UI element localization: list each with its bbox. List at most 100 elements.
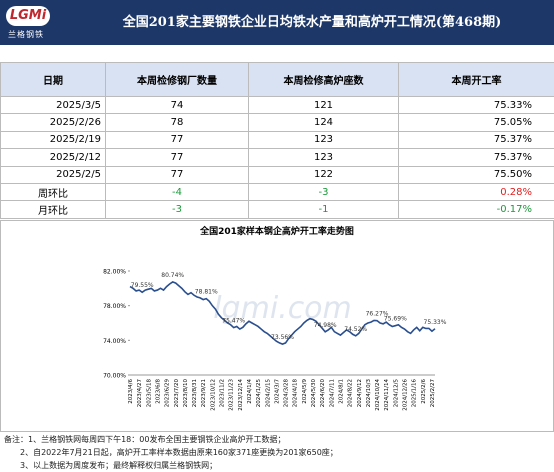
x-tick-label: 2025/2/27 <box>430 379 436 408</box>
table-cell: 2025/2/5 <box>0 165 106 184</box>
table-row: 2025/3/5 74 121 75.33% <box>0 95 554 115</box>
data-label: 73.56% <box>271 334 294 341</box>
data-label: 76.27% <box>366 311 389 318</box>
table-cell: 75.37% <box>398 130 554 150</box>
x-tick-label: 2024/3/7 <box>274 379 280 404</box>
table-cell: 123 <box>248 148 399 167</box>
line-series <box>129 281 436 346</box>
table-cell: 月环比 <box>0 200 106 219</box>
table-cell: 0.28% <box>398 182 554 202</box>
x-tick-label: 2024/3/28 <box>284 379 290 408</box>
x-tick-label: 2023/12/14 <box>238 379 244 411</box>
y-tick-label: 78.00% <box>103 303 126 310</box>
x-tick-label: 2023/8/10 <box>183 379 189 408</box>
x-tick-label: 2023/8/31 <box>192 379 198 407</box>
table-cell: -4 <box>105 182 249 202</box>
x-tick-label: 2024/10/24 <box>375 379 381 411</box>
table-cell: 123 <box>248 130 399 150</box>
column-header: 本周检修高炉座数 <box>248 62 399 97</box>
data-label: 78.81% <box>195 289 218 296</box>
x-tick-label: 2025/2/6 <box>421 379 427 404</box>
chart-title: 全国201家样本钢企高炉开工率走势图 <box>199 225 354 237</box>
table-cell: 75.50% <box>398 165 554 184</box>
y-tick-label: 82.00% <box>103 269 126 276</box>
x-tick-label: 2023/10/12 <box>210 379 216 411</box>
data-label: 75.33% <box>424 319 447 326</box>
x-tick-label: 2023/9/21 <box>201 379 207 407</box>
header-bar: LGMi 兰格钢铁 全国201家主要钢铁企业日均铁水产量和高炉开工情况(第468… <box>0 0 554 45</box>
table-row: 2025/2/19 77 123 75.37% <box>0 130 554 150</box>
table-cell: 77 <box>105 130 249 150</box>
table-cell: 124 <box>248 113 399 132</box>
x-tick-label: 2023/5/18 <box>146 379 152 408</box>
table-cell: 78 <box>105 113 249 132</box>
x-tick-label: 2024/8/22 <box>348 379 354 407</box>
x-tick-label: 2023/6/8 <box>155 379 161 404</box>
table-cell: 77 <box>105 148 249 167</box>
data-label: 74.52% <box>344 326 367 333</box>
column-header: 日期 <box>0 62 106 97</box>
table-cell: -3 <box>105 200 249 219</box>
logo: LGMi <box>6 6 50 26</box>
data-label: 75.47% <box>222 318 245 325</box>
x-tick-label: 2023/11/2 <box>220 379 226 407</box>
table-cell: 75.37% <box>398 148 554 167</box>
x-tick-label: 2023/11/23 <box>229 379 235 411</box>
chart-frame <box>0 220 554 432</box>
table-cell: -3 <box>248 182 399 202</box>
table-cell: 77 <box>105 165 249 184</box>
table-row: 2025/2/26 78 124 75.05% <box>0 113 554 132</box>
note-line: 2、自2022年7月21日起，高炉开工率样本数据由原来160家371座更换为20… <box>20 448 338 457</box>
notes: 备注：1、兰格钢铁网每周四下午18：00发布全国主要钢铁企业高炉开工数据； 2、自… <box>4 433 338 472</box>
x-tick-label: 2023/7/20 <box>174 379 180 408</box>
table-cell: 2025/3/5 <box>0 95 106 115</box>
x-tick-label: 2023/4/27 <box>137 379 143 408</box>
table-row: 2025/2/12 77 123 75.37% <box>0 148 554 167</box>
table-cell: -1 <box>248 200 399 219</box>
data-label: 80.74% <box>161 272 184 279</box>
table-header: 日期 本周检修钢厂数量 本周检修高炉座数 本周开工率 <box>0 62 554 97</box>
table-cell: 2025/2/12 <box>0 148 106 167</box>
x-tick-label: 2024/1/25 <box>256 379 262 408</box>
x-tick-label: 2024/7/11 <box>329 379 335 407</box>
data-label: 74.98% <box>314 322 337 329</box>
column-header: 本周检修钢厂数量 <box>105 62 249 97</box>
y-tick-label: 70.00% <box>103 373 126 380</box>
x-tick-label: 2024/2/15 <box>265 379 271 408</box>
data-table: 日期 本周检修钢厂数量 本周检修高炉座数 本周开工率 2025/3/5 74 121 75.… <box>0 62 554 219</box>
page-title: 全国201家主要钢铁企业日均铁水产量和高炉开工情况(第468期) <box>122 15 502 30</box>
x-tick-label: 2023/6/29 <box>165 379 171 408</box>
table-cell: 121 <box>248 95 399 115</box>
x-tick-label: 2024/6/20 <box>320 379 326 408</box>
note-line: 备注：1、兰格钢铁网每周四下午18：00发布全国主要钢铁企业高炉开工数据； <box>4 435 286 444</box>
table-cell: 2025/2/19 <box>0 130 106 150</box>
table-row: 2025/2/5 77 122 75.50% <box>0 165 554 184</box>
watermark: lgmi.com <box>213 291 352 326</box>
x-tick-label: 2024/5/30 <box>311 379 317 408</box>
x-tick-label: 2024/12/26 <box>403 379 409 411</box>
x-tick-label: 2024/5/9 <box>302 379 308 404</box>
x-tick-label: 2024/12/5 <box>393 379 399 408</box>
table-row: 周环比 -4 -3 0.28% <box>0 182 554 202</box>
table-cell: -0.17% <box>398 200 554 219</box>
x-tick-label: 2023/4/6 <box>128 379 134 404</box>
column-header: 本周开工率 <box>398 62 554 97</box>
y-tick-label: 74.00% <box>103 338 126 345</box>
table-cell: 2025/2/26 <box>0 113 106 132</box>
table-cell: 周环比 <box>0 182 106 202</box>
table-cell: 122 <box>248 165 399 184</box>
x-tick-label: 2024/10/3 <box>366 379 372 408</box>
data-label: 79.55% <box>131 282 154 289</box>
table-cell: 75.33% <box>398 95 554 115</box>
data-label: 75.69% <box>384 316 407 323</box>
x-tick-label: 2025/1/16 <box>412 379 418 408</box>
table-cell: 74 <box>105 95 249 115</box>
x-tick-label: 2024/8/1 <box>338 379 344 404</box>
x-tick-label: 2024/4/18 <box>293 379 299 408</box>
chart: 全国201家样本钢企高炉开工率走势图 lgmi.com 70.00% 74.00% 78… <box>0 220 554 432</box>
table-row: 月环比 -3 -1 -0.17% <box>0 200 554 219</box>
logo-subtitle: 兰格钢铁 <box>8 30 44 39</box>
x-tick-label: 2024/9/12 <box>357 379 363 407</box>
table-cell: 75.05% <box>398 113 554 132</box>
